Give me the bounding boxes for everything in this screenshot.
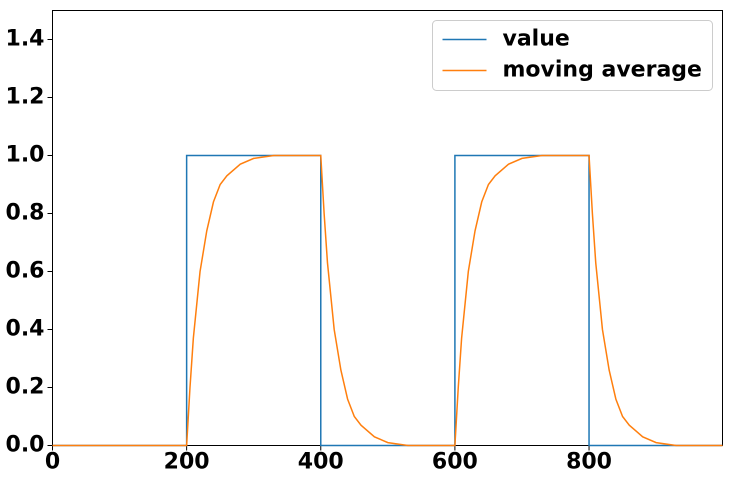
y-tick-label: 0.4 (6, 317, 45, 342)
y-tick-label: 0.8 (6, 201, 45, 226)
y-tick-label: 1.0 (6, 143, 45, 168)
y-tick-label: 1.4 (6, 27, 45, 52)
y-tick-label: 0.0 (6, 433, 45, 458)
legend-label: value (503, 27, 570, 52)
x-tick-label: 200 (164, 450, 210, 475)
series-line (52, 154, 723, 447)
series-line (52, 154, 723, 447)
x-tick-label: 800 (566, 450, 612, 475)
y-tick-label: 0.6 (6, 259, 45, 284)
x-tick-label: 0 (45, 450, 60, 475)
legend-label: moving average (503, 58, 702, 83)
legend-box (432, 20, 713, 91)
y-tick-label: 1.2 (6, 85, 45, 110)
x-tick-label: 400 (298, 450, 344, 475)
y-tick-label: 0.2 (6, 375, 45, 400)
x-tick-label: 600 (432, 450, 478, 475)
